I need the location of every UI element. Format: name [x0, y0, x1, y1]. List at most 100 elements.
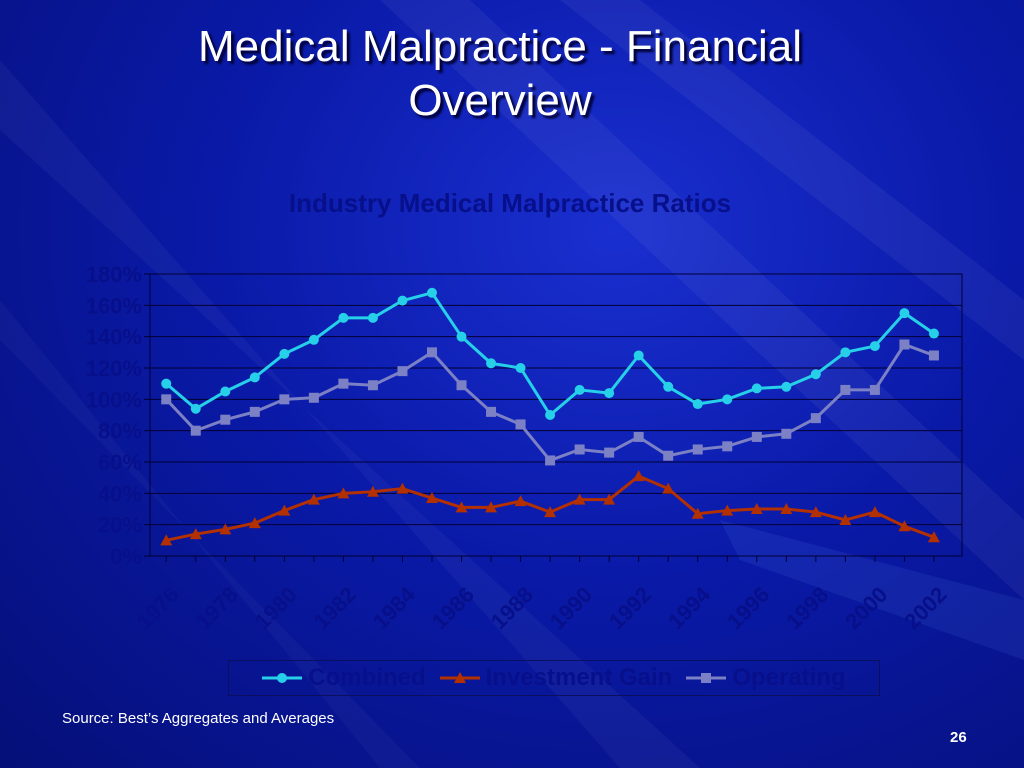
- y-tick-label: 0%: [110, 544, 142, 569]
- legend-marker-combined: [262, 673, 303, 683]
- point-investment-gain: [307, 493, 320, 505]
- point-investment-gain: [750, 503, 763, 514]
- point-combined: [545, 410, 556, 420]
- point-operating: [426, 347, 437, 358]
- point-combined: [604, 388, 615, 399]
- point-operating: [456, 380, 467, 391]
- point-operating: [308, 392, 319, 403]
- point-operating: [781, 428, 792, 439]
- y-tick-label: 60%: [98, 450, 142, 475]
- point-operating: [840, 384, 851, 395]
- point-investment-gain: [662, 482, 675, 494]
- point-investment-gain: [366, 485, 379, 497]
- point-combined: [515, 363, 526, 373]
- point-combined: [781, 381, 792, 392]
- point-combined: [279, 348, 290, 359]
- y-tick-label: 20%: [98, 513, 142, 538]
- point-investment-gain: [337, 487, 350, 499]
- point-combined: [486, 358, 497, 369]
- point-investment-gain: [189, 528, 202, 540]
- point-combined: [899, 308, 910, 319]
- point-combined: [574, 384, 585, 395]
- legend-item-operating: Operating: [686, 664, 846, 692]
- y-tick-label: 180%: [86, 262, 142, 287]
- point-operating: [515, 419, 526, 430]
- point-investment-gain: [603, 493, 616, 505]
- legend-item-investment-gain: Investment Gain: [439, 664, 673, 692]
- x-tick-label: 1980: [250, 582, 302, 634]
- point-investment-gain: [839, 513, 852, 525]
- point-investment-gain: [455, 501, 468, 513]
- y-tick-label: 120%: [86, 356, 142, 381]
- point-operating: [928, 350, 939, 361]
- point-operating: [633, 431, 644, 442]
- point-operating: [722, 441, 733, 452]
- point-combined: [397, 295, 408, 306]
- point-investment-gain: [425, 492, 438, 504]
- point-investment-gain: [160, 534, 173, 546]
- chart-title: Industry Medical Malpractice Ratios: [288, 188, 732, 218]
- point-combined: [161, 378, 172, 389]
- point-combined: [751, 383, 762, 394]
- x-tick-label: 2002: [899, 582, 951, 634]
- point-investment-gain: [573, 493, 586, 505]
- point-investment-gain: [248, 517, 261, 529]
- point-investment-gain: [219, 523, 232, 535]
- point-operating: [663, 450, 674, 461]
- point-operating: [810, 413, 821, 424]
- legend-marker-investment-gain: [439, 672, 480, 683]
- point-investment-gain: [485, 501, 498, 513]
- point-operating: [869, 384, 880, 395]
- x-tick-label: 1996: [722, 582, 774, 634]
- point-operating: [486, 406, 497, 417]
- x-tick-label: 1990: [545, 582, 597, 634]
- point-combined: [928, 328, 939, 339]
- point-investment-gain: [691, 507, 704, 519]
- legend-label-combined: Combined: [308, 664, 426, 691]
- x-tick-label: 1986: [427, 582, 479, 634]
- point-combined: [692, 399, 703, 410]
- y-tick-label: 100%: [86, 387, 142, 412]
- point-operating: [692, 444, 703, 455]
- point-investment-gain: [396, 482, 409, 494]
- x-tick-label: 1978: [191, 582, 243, 634]
- point-operating: [161, 394, 172, 405]
- y-tick-label: 40%: [98, 481, 142, 506]
- x-tick-label: 1976: [131, 582, 183, 634]
- point-operating: [367, 380, 378, 391]
- point-combined: [663, 381, 674, 392]
- source-note: Source: Best’s Aggregates and Averages: [62, 710, 335, 727]
- point-operating: [279, 394, 290, 405]
- plot-area: [149, 273, 963, 557]
- point-operating: [604, 447, 615, 458]
- point-combined: [810, 369, 821, 380]
- point-investment-gain: [809, 506, 822, 518]
- point-operating: [338, 378, 349, 389]
- point-investment-gain: [632, 470, 645, 482]
- x-tick-label: 1988: [486, 582, 538, 634]
- point-combined: [338, 312, 349, 323]
- point-operating: [220, 414, 231, 425]
- point-investment-gain: [514, 495, 527, 507]
- point-combined: [308, 334, 319, 345]
- point-investment-gain: [868, 506, 881, 518]
- point-combined: [367, 312, 378, 323]
- x-tick-label: 1998: [781, 582, 833, 634]
- legend-label-operating: Operating: [732, 664, 846, 691]
- legend-marker-operating: [686, 673, 727, 683]
- point-investment-gain: [278, 504, 291, 516]
- legend-label-investment-gain: Investment Gain: [485, 664, 673, 691]
- x-tick-label: 2000: [840, 582, 892, 634]
- point-combined: [190, 403, 201, 414]
- point-operating: [190, 425, 201, 436]
- y-tick-label: 160%: [86, 293, 142, 318]
- point-investment-gain: [721, 504, 734, 516]
- point-investment-gain: [780, 503, 793, 514]
- slide-title: Medical Malpractice - Financial Overview: [0, 20, 1000, 128]
- x-tick-label: 1984: [368, 581, 421, 634]
- point-combined: [426, 287, 437, 298]
- point-operating: [249, 406, 260, 417]
- chart-legend: Combined Investment Gain Operating: [228, 660, 880, 696]
- slide-title-line2: Overview: [408, 76, 592, 125]
- point-investment-gain: [544, 506, 557, 518]
